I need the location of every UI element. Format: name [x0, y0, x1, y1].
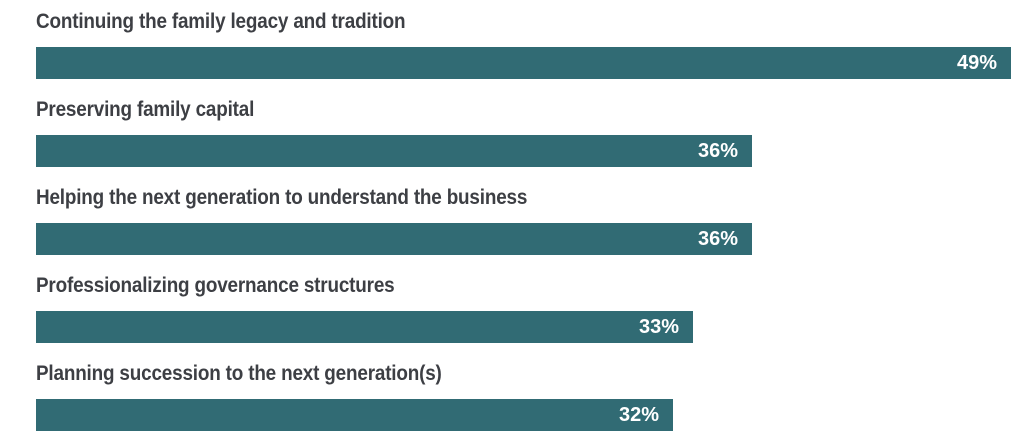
bar: 36% [36, 135, 752, 167]
bar: 33% [36, 311, 693, 343]
bar-value-label: 33% [638, 316, 679, 338]
category-label: Preserving family capital [36, 98, 255, 121]
bar: 36% [36, 223, 752, 255]
category-label: Professionalizing governance structures [36, 274, 395, 297]
category-label: Continuing the family legacy and traditi… [36, 10, 406, 33]
bar-value-label: 36% [697, 140, 738, 162]
bar-value-label: 32% [618, 404, 659, 426]
bar-value-label: 36% [697, 228, 738, 250]
bar: 49% [36, 47, 1011, 79]
category-label: Planning succession to the next generati… [36, 362, 442, 385]
bar: 32% [36, 399, 673, 431]
category-label: Helping the next generation to understan… [36, 186, 528, 209]
bar-value-label: 49% [956, 52, 997, 74]
